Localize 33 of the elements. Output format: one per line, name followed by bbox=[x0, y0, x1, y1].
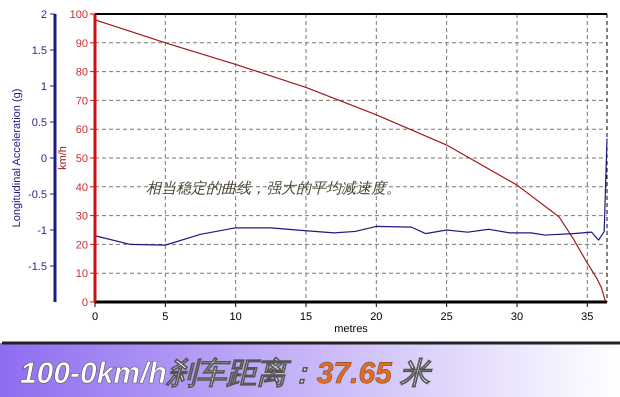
y2-tick-label: 0 bbox=[40, 153, 47, 165]
text: 100-0km/h刹车距离：37.65 米 bbox=[20, 356, 434, 390]
y2-axis-title: Longitudinal Acceleration (g) bbox=[11, 88, 23, 228]
x-tick-label: 25 bbox=[440, 311, 453, 323]
y-tick-label: 0 bbox=[82, 297, 88, 309]
y-axis-title: km/h bbox=[57, 146, 69, 170]
x-tick-label: 15 bbox=[300, 311, 312, 323]
line-series bbox=[94, 19, 606, 303]
x-tick-label: 35 bbox=[581, 311, 594, 323]
x-axis-title: metres bbox=[334, 323, 368, 335]
y2-tick-label: 2 bbox=[40, 9, 47, 21]
y2-tick-label: 1.5 bbox=[32, 45, 47, 57]
y-tick-label: 40 bbox=[76, 182, 88, 194]
x-tick-label: 10 bbox=[230, 311, 242, 323]
x-tick-label: 0 bbox=[92, 311, 98, 323]
y2-tick-label: -1.5 bbox=[28, 261, 47, 273]
y2-tick-label: 1 bbox=[40, 81, 47, 93]
y-tick-label: 100 bbox=[70, 9, 88, 21]
y2-tick-label: 0.5 bbox=[32, 117, 47, 129]
y-tick-label: 90 bbox=[76, 38, 88, 50]
y2-tick-label: -0.5 bbox=[28, 189, 47, 201]
x-tick-label: 20 bbox=[370, 311, 382, 323]
x-tick-label: 5 bbox=[162, 311, 168, 323]
y-tick-label: 10 bbox=[76, 268, 88, 280]
y-tick-label: 60 bbox=[76, 124, 88, 136]
x-tick-label: 30 bbox=[510, 311, 524, 323]
y-tick-label: 70 bbox=[76, 95, 88, 108]
y-tick-label: 30 bbox=[76, 210, 88, 223]
y-tick-label: 50 bbox=[76, 153, 88, 165]
y-tick-label: 20 bbox=[76, 239, 88, 252]
y-tick-label: 80 bbox=[76, 66, 88, 79]
y2-tick-label: -1 bbox=[37, 225, 47, 237]
line-series bbox=[94, 138, 608, 246]
